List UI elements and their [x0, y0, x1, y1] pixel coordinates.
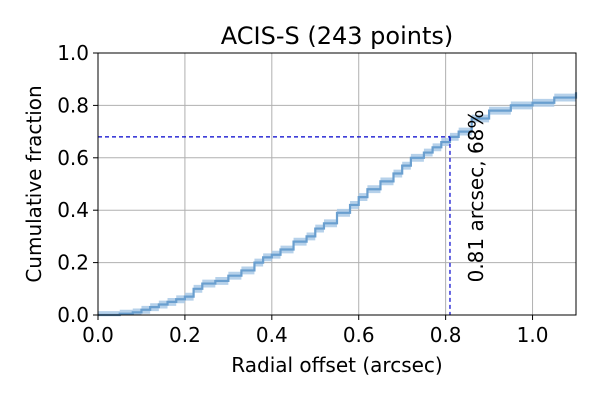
- x-tick-label: 0.6: [343, 323, 375, 347]
- tick-labels: 0.0 0.2 0.4 0.6 0.8 1.0 0.0 0.2 0.4 0.6 0.8 1.0: [57, 41, 548, 347]
- y-tick-label: 0.0: [57, 303, 89, 327]
- y-tick-label: 0.2: [57, 251, 89, 275]
- reference-lines: [98, 136, 451, 315]
- data-series: [98, 92, 578, 317]
- x-axis-label: Radial offset (arcsec): [231, 353, 442, 377]
- y-axis-label: Cumulative fraction: [22, 85, 46, 282]
- grid: [97, 52, 576, 316]
- y-tick-label: 0.8: [57, 93, 89, 117]
- series-line: [98, 92, 578, 317]
- axes: [97, 52, 577, 316]
- y-tick-label: 0.6: [57, 146, 89, 170]
- plot-frame: [97, 52, 577, 316]
- reference-annotation: 0.81 arcsec, 68%: [464, 110, 488, 283]
- x-tick-label: 0.4: [256, 323, 288, 347]
- x-tick-label: 0.8: [430, 323, 462, 347]
- x-tick-label: 1.0: [517, 323, 549, 347]
- y-tick-label: 0.4: [57, 198, 89, 222]
- y-tick-label: 1.0: [57, 41, 89, 65]
- confidence-band: [98, 88, 576, 316]
- confidence-band-area: [98, 88, 576, 316]
- x-tick-label: 0.2: [169, 323, 201, 347]
- x-tick-label: 0.0: [82, 323, 114, 347]
- chart-title: ACIS-S (243 points): [221, 22, 453, 50]
